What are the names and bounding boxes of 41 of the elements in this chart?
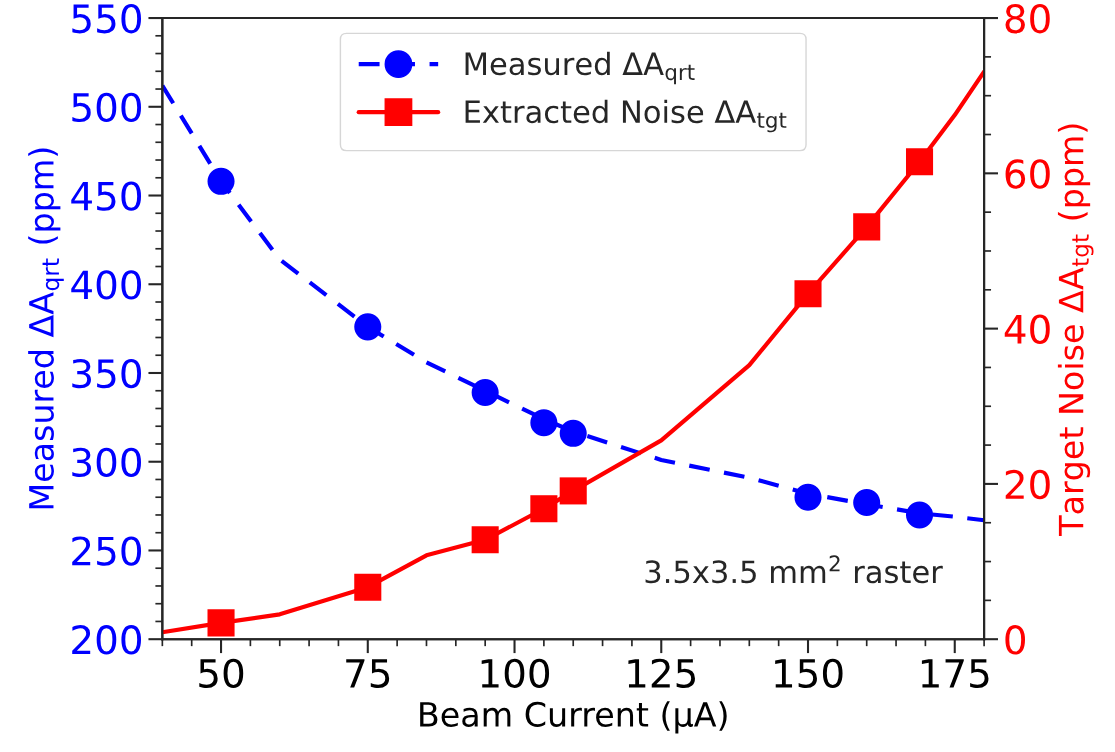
point [530, 495, 558, 523]
y-tick-label: 250 [72, 536, 142, 566]
x-tick-label: 50 [199, 658, 244, 689]
y-tick-label: 350 [72, 358, 142, 389]
point [471, 526, 499, 554]
y2-tick-label: 40 [1004, 314, 1050, 344]
y-tick-label: 500 [72, 92, 142, 123]
point [794, 483, 822, 511]
point [471, 378, 499, 407]
legend-label: Measured ΔA$_{qrt}$ [465, 51, 695, 85]
x-tick-label: 125 [628, 658, 695, 689]
y-tick-label: 300 [72, 447, 142, 478]
y-tick-label: 400 [71, 270, 142, 300]
x-tick-label: 150 [775, 658, 843, 689]
x-tick-label: 75 [346, 659, 390, 689]
x-axis-title: Beam Current (μA) [420, 701, 727, 734]
point [905, 148, 934, 176]
y2-tick-label: 80 [1005, 3, 1050, 34]
y-axis-title: Measured ΔA$_{qrt}$ (ppm) [28, 148, 64, 509]
y-tick-label: 550 [72, 3, 142, 34]
point [530, 409, 558, 437]
point [207, 609, 235, 637]
point [905, 501, 934, 529]
point [559, 477, 587, 505]
point [354, 313, 382, 341]
y-tick-label: 450 [71, 181, 142, 211]
point [207, 167, 235, 195]
y2-axis-title: Target Noise ΔA$_{tgt}$ (ppm) [1057, 124, 1094, 536]
y2-tick-label: 20 [1005, 469, 1050, 500]
legend-label: Extracted Noise ΔA$_{tgt}$ [465, 99, 787, 133]
y-tick-label: 200 [72, 625, 142, 655]
x-tick-label: 175 [921, 659, 989, 689]
y2-tick-label: 60 [1005, 159, 1050, 189]
point [853, 213, 881, 241]
point [794, 280, 822, 308]
point [559, 419, 587, 447]
point [853, 489, 881, 517]
annotation: 3.5x3.5 mm$^{2}$ raster [645, 555, 943, 584]
x-tick-label: 100 [481, 658, 550, 689]
point [354, 573, 382, 601]
y2-tick-label: 0 [1005, 625, 1026, 655]
